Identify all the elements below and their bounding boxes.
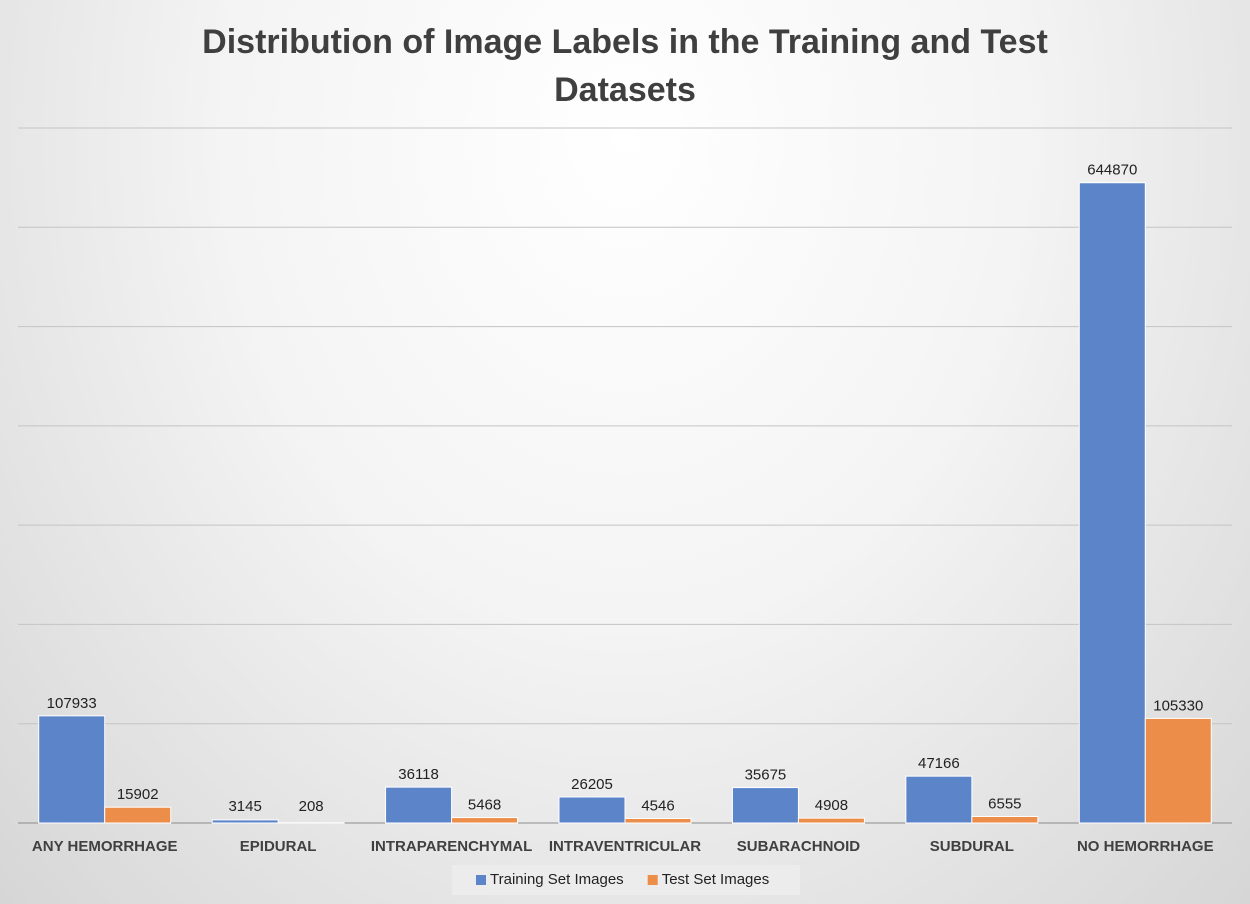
data-label: 35675	[745, 767, 787, 784]
data-label: 4546	[641, 797, 674, 814]
bar	[624, 817, 692, 824]
legend-swatch	[647, 875, 658, 885]
legend-swatch	[476, 875, 486, 885]
x-tick-label: INTRAPARENCHYMAL	[371, 838, 532, 855]
bar	[797, 817, 865, 824]
data-label: 36118	[398, 766, 439, 783]
bar	[971, 815, 1039, 824]
x-tick-label: EPIDURAL	[240, 838, 317, 855]
data-label: 105330	[1153, 697, 1203, 714]
data-label: 208	[299, 798, 324, 815]
x-tick-label: SUBDURAL	[930, 838, 1014, 855]
x-tick-label: SUBARACHNOID	[737, 838, 861, 855]
data-label: 47166	[918, 755, 960, 772]
chart-title: Distribution of Image Labels in the Trai…	[202, 23, 1048, 109]
data-label: 644870	[1087, 162, 1137, 179]
bar	[558, 796, 626, 824]
bar	[905, 775, 973, 824]
bar	[38, 715, 106, 824]
data-label: 15902	[117, 786, 159, 803]
x-tick-label: NO HEMORRHAGE	[1077, 838, 1214, 855]
bar	[1144, 717, 1212, 824]
data-label: 6555	[988, 795, 1021, 812]
legend-label: Test Set Images	[662, 871, 770, 888]
data-label: 26205	[571, 776, 613, 793]
bar	[451, 817, 519, 824]
data-label: 107933	[47, 695, 97, 712]
x-tick-label: INTRAVENTRICULAR	[549, 838, 701, 855]
bar	[211, 819, 279, 824]
data-label: 3145	[228, 798, 261, 815]
data-label: 4908	[815, 797, 848, 814]
data-label: 5468	[468, 797, 501, 814]
legend-box	[452, 865, 800, 895]
bar	[1078, 182, 1146, 824]
x-tick-label: ANY HEMORRHAGE	[32, 838, 178, 855]
bar	[385, 786, 453, 824]
bar	[104, 806, 172, 824]
legend-label: Training Set Images	[490, 871, 624, 888]
bar	[731, 787, 799, 824]
